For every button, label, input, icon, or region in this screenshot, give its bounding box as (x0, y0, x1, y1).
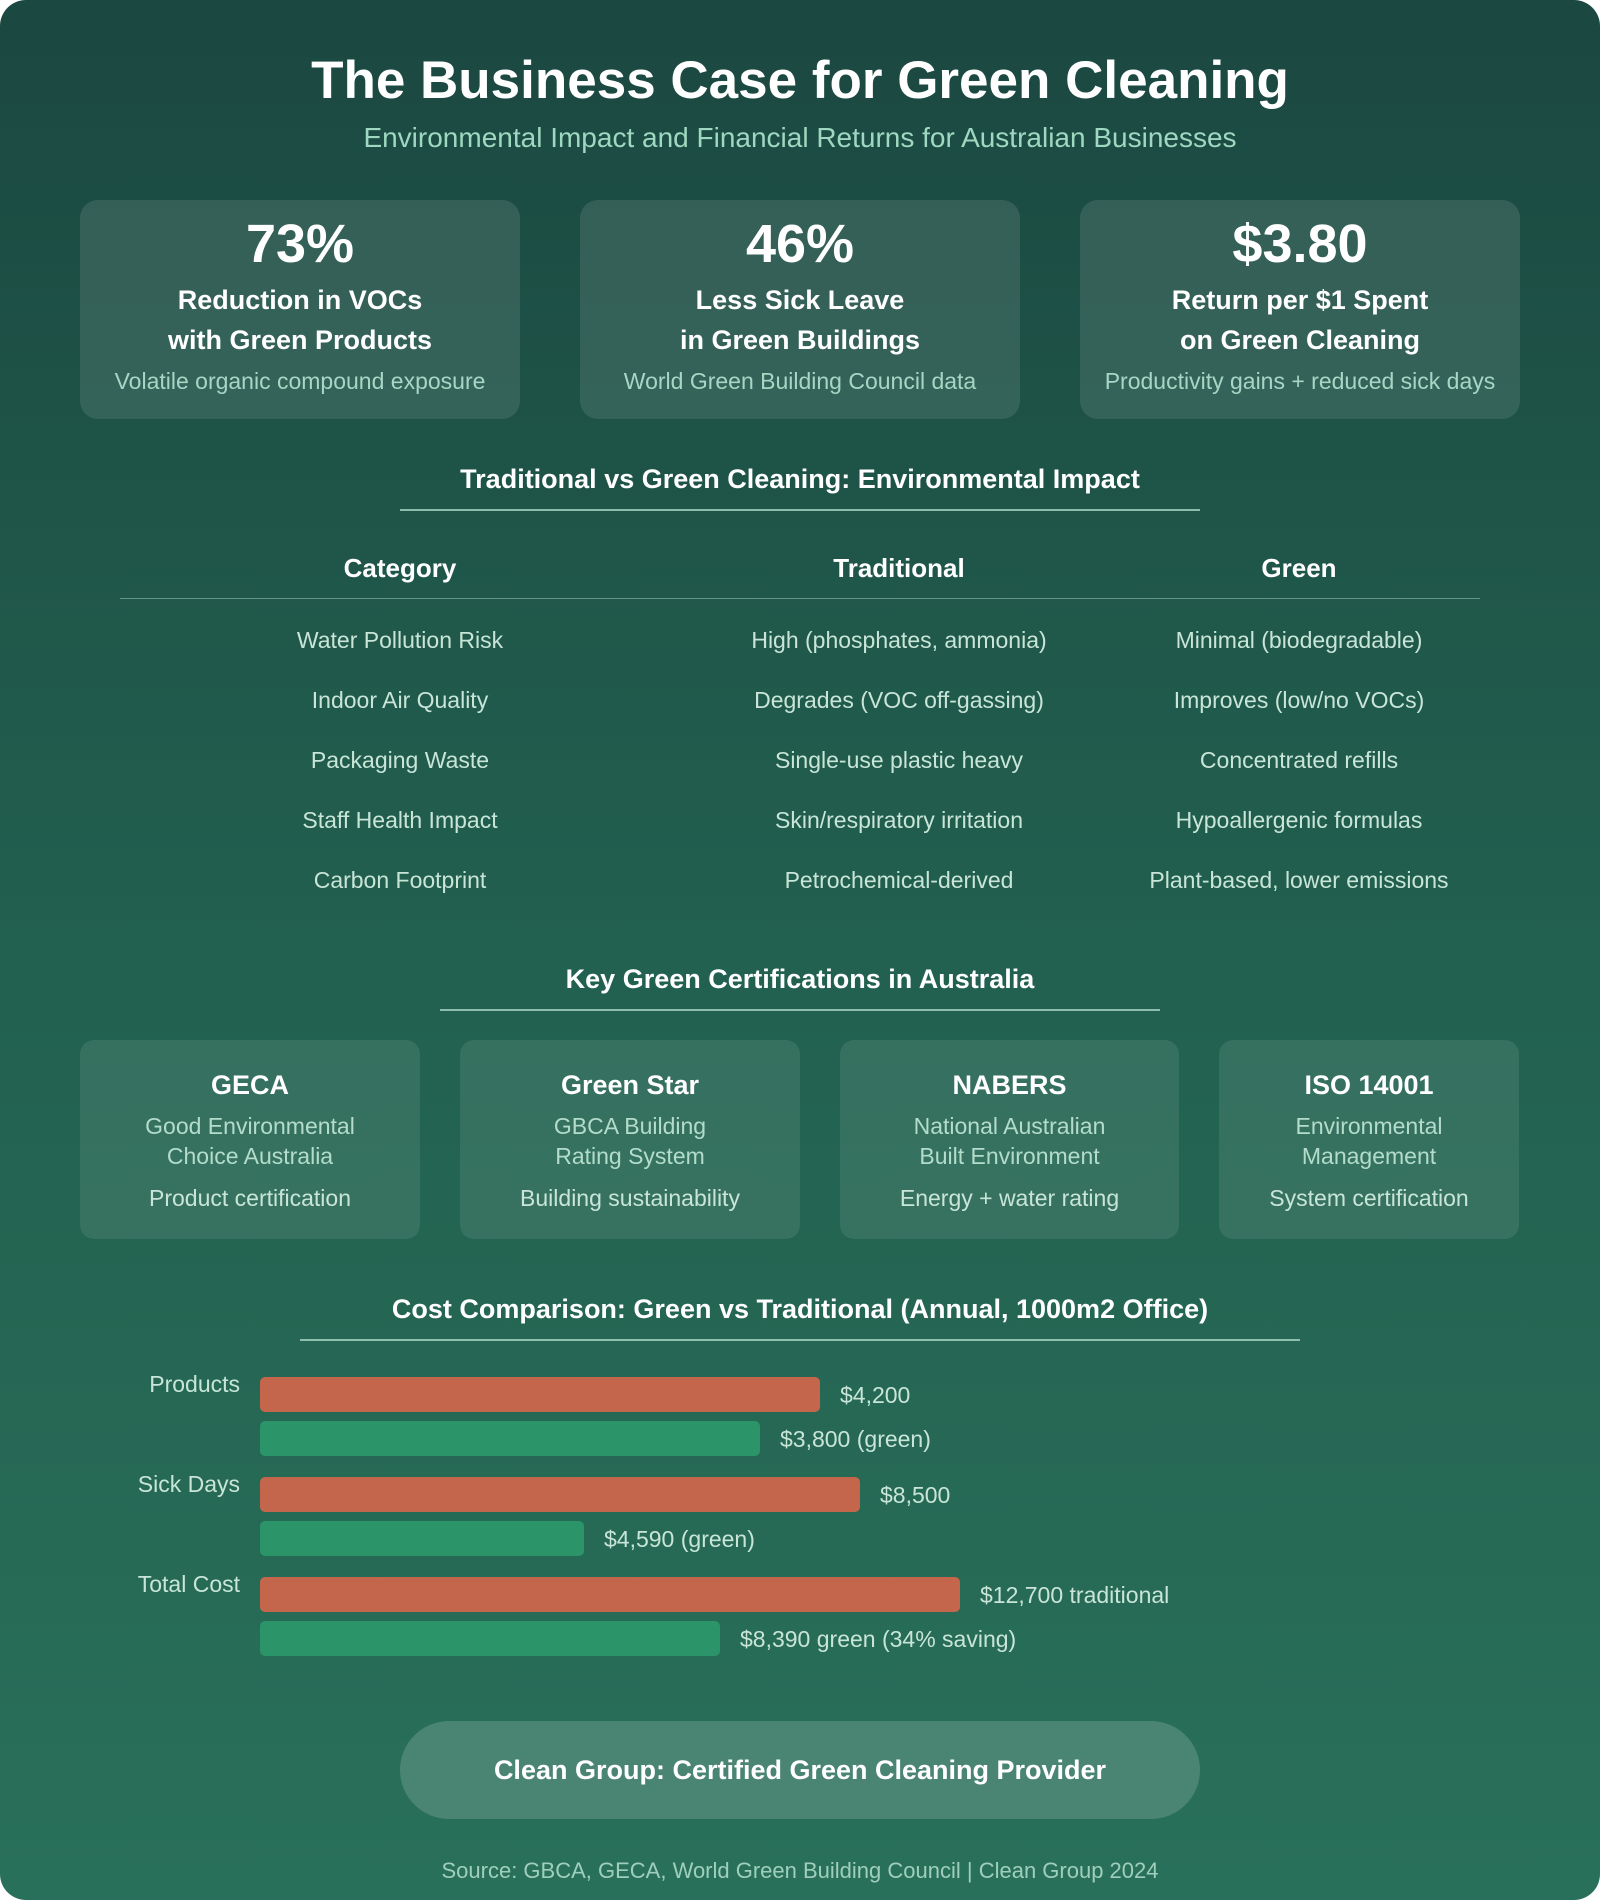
traditional-bar (260, 1477, 860, 1512)
stat-card: 46% Less Sick Leave in Green Buildings W… (580, 200, 1020, 419)
cert-type: Energy + water rating (899, 1185, 1120, 1211)
stat-note: World Green Building Council data (623, 368, 977, 394)
cert-name: GECA (210, 1070, 289, 1100)
certification-card: ISO 14001 Environmental Management System c… (1219, 1040, 1519, 1239)
table-cell: Minimal (biodegradable) (1175, 627, 1423, 653)
cert-description: Management (1301, 1143, 1437, 1169)
table-header: Green (1261, 553, 1337, 583)
stat-value: 73% (245, 214, 355, 274)
cert-name: Green Star (560, 1070, 700, 1100)
divider (300, 1339, 1300, 1341)
bar-value-label: $12,700 traditional (980, 1582, 1170, 1608)
stat-label: with Green Products (167, 325, 433, 355)
stat-label: in Green Buildings (679, 325, 921, 355)
green-bar (260, 1621, 720, 1656)
certification-card: GECA Good Environmental Choice Australia Pr… (80, 1040, 420, 1239)
divider (400, 509, 1200, 511)
provider-badge: Clean Group: Certified Green Cleaning Pr… (400, 1721, 1200, 1819)
bar-value-label: $8,500 (880, 1482, 951, 1508)
table-cell: Plant-based, lower emissions (1149, 867, 1449, 893)
source-footer: Source: GBCA, GECA, World Green Building… (441, 1858, 1159, 1883)
bar-value-label: $8,390 green (34% saving) (740, 1626, 1017, 1652)
page-title: The Business Case for Green Cleaning (311, 51, 1289, 110)
table-cell: Single-use plastic heavy (774, 747, 1024, 773)
cert-type: Building sustainability (520, 1185, 740, 1211)
table-cell: Staff Health Impact (302, 807, 498, 833)
impact-section-title: Traditional vs Green Cleaning: Environme… (460, 464, 1140, 494)
table-header-divider (120, 598, 1480, 599)
table-header: Category (343, 553, 457, 583)
cert-description: National Australian (913, 1113, 1106, 1139)
cert-type: Product certification (149, 1185, 351, 1211)
table-cell: Carbon Footprint (313, 867, 487, 893)
bar-value-label: $4,590 (green) (604, 1526, 755, 1552)
cert-type: System certification (1269, 1185, 1469, 1211)
table-cell: Petrochemical-derived (784, 867, 1014, 893)
cert-description: Built Environment (919, 1143, 1100, 1169)
traditional-bar (260, 1377, 820, 1412)
bar-value-label: $4,200 (840, 1382, 911, 1408)
table-cell: Packaging Waste (310, 747, 490, 773)
category-label: Sick Days (137, 1471, 240, 1497)
cert-description: Choice Australia (166, 1143, 334, 1169)
divider (440, 1009, 1160, 1011)
stat-card: $3.80 Return per $1 Spent on Green Clean… (1080, 200, 1520, 419)
category-label: Products (149, 1371, 240, 1397)
stat-value: $3.80 (1232, 214, 1368, 274)
stat-label: on Green Cleaning (1179, 325, 1421, 355)
page-subtitle: Environmental Impact and Financial Retur… (363, 122, 1237, 153)
cert-description: Good Environmental (145, 1113, 355, 1139)
cert-name: ISO 14001 (1304, 1070, 1434, 1100)
table-cell: High (phosphates, ammonia) (751, 627, 1047, 653)
table-cell: Improves (low/no VOCs) (1173, 687, 1425, 713)
stat-note: Productivity gains + reduced sick days (1104, 368, 1496, 394)
cert-description: Rating System (555, 1143, 705, 1169)
cert-description: Environmental (1295, 1113, 1443, 1139)
traditional-bar (260, 1577, 960, 1612)
table-cell: Degrades (VOC off-gassing) (754, 687, 1044, 713)
cost-chart-title: Cost Comparison: Green vs Traditional (A… (391, 1294, 1209, 1324)
category-label: Total Cost (137, 1571, 240, 1597)
stat-label: Reduction in VOCs (177, 285, 423, 315)
stat-value: 46% (745, 214, 855, 274)
green-bar (260, 1421, 760, 1456)
green-bar (260, 1521, 584, 1556)
table-cell: Water Pollution Risk (296, 627, 504, 653)
stat-note: Volatile organic compound exposure (114, 368, 486, 394)
stat-label: Less Sick Leave (695, 285, 905, 315)
bar-value-label: $3,800 (green) (780, 1426, 931, 1452)
certification-card: Green Star GBCA Building Rating System Buil… (460, 1040, 800, 1239)
certifications-section-title: Key Green Certifications in Australia (565, 964, 1035, 994)
table-cell: Hypoallergenic formulas (1175, 807, 1423, 833)
stat-label: Return per $1 Spent (1171, 285, 1429, 315)
table-cell: Indoor Air Quality (311, 687, 489, 713)
table-cell: Concentrated refills (1199, 747, 1399, 773)
cert-name: NABERS (952, 1070, 1067, 1100)
stat-card: 73% Reduction in VOCs with Green Product… (80, 200, 520, 419)
cert-description: GBCA Building (553, 1113, 707, 1139)
certification-card: NABERS National Australian Built Environme… (840, 1040, 1179, 1239)
table-cell: Skin/respiratory irritation (775, 807, 1023, 833)
table-header: Traditional (833, 553, 965, 583)
